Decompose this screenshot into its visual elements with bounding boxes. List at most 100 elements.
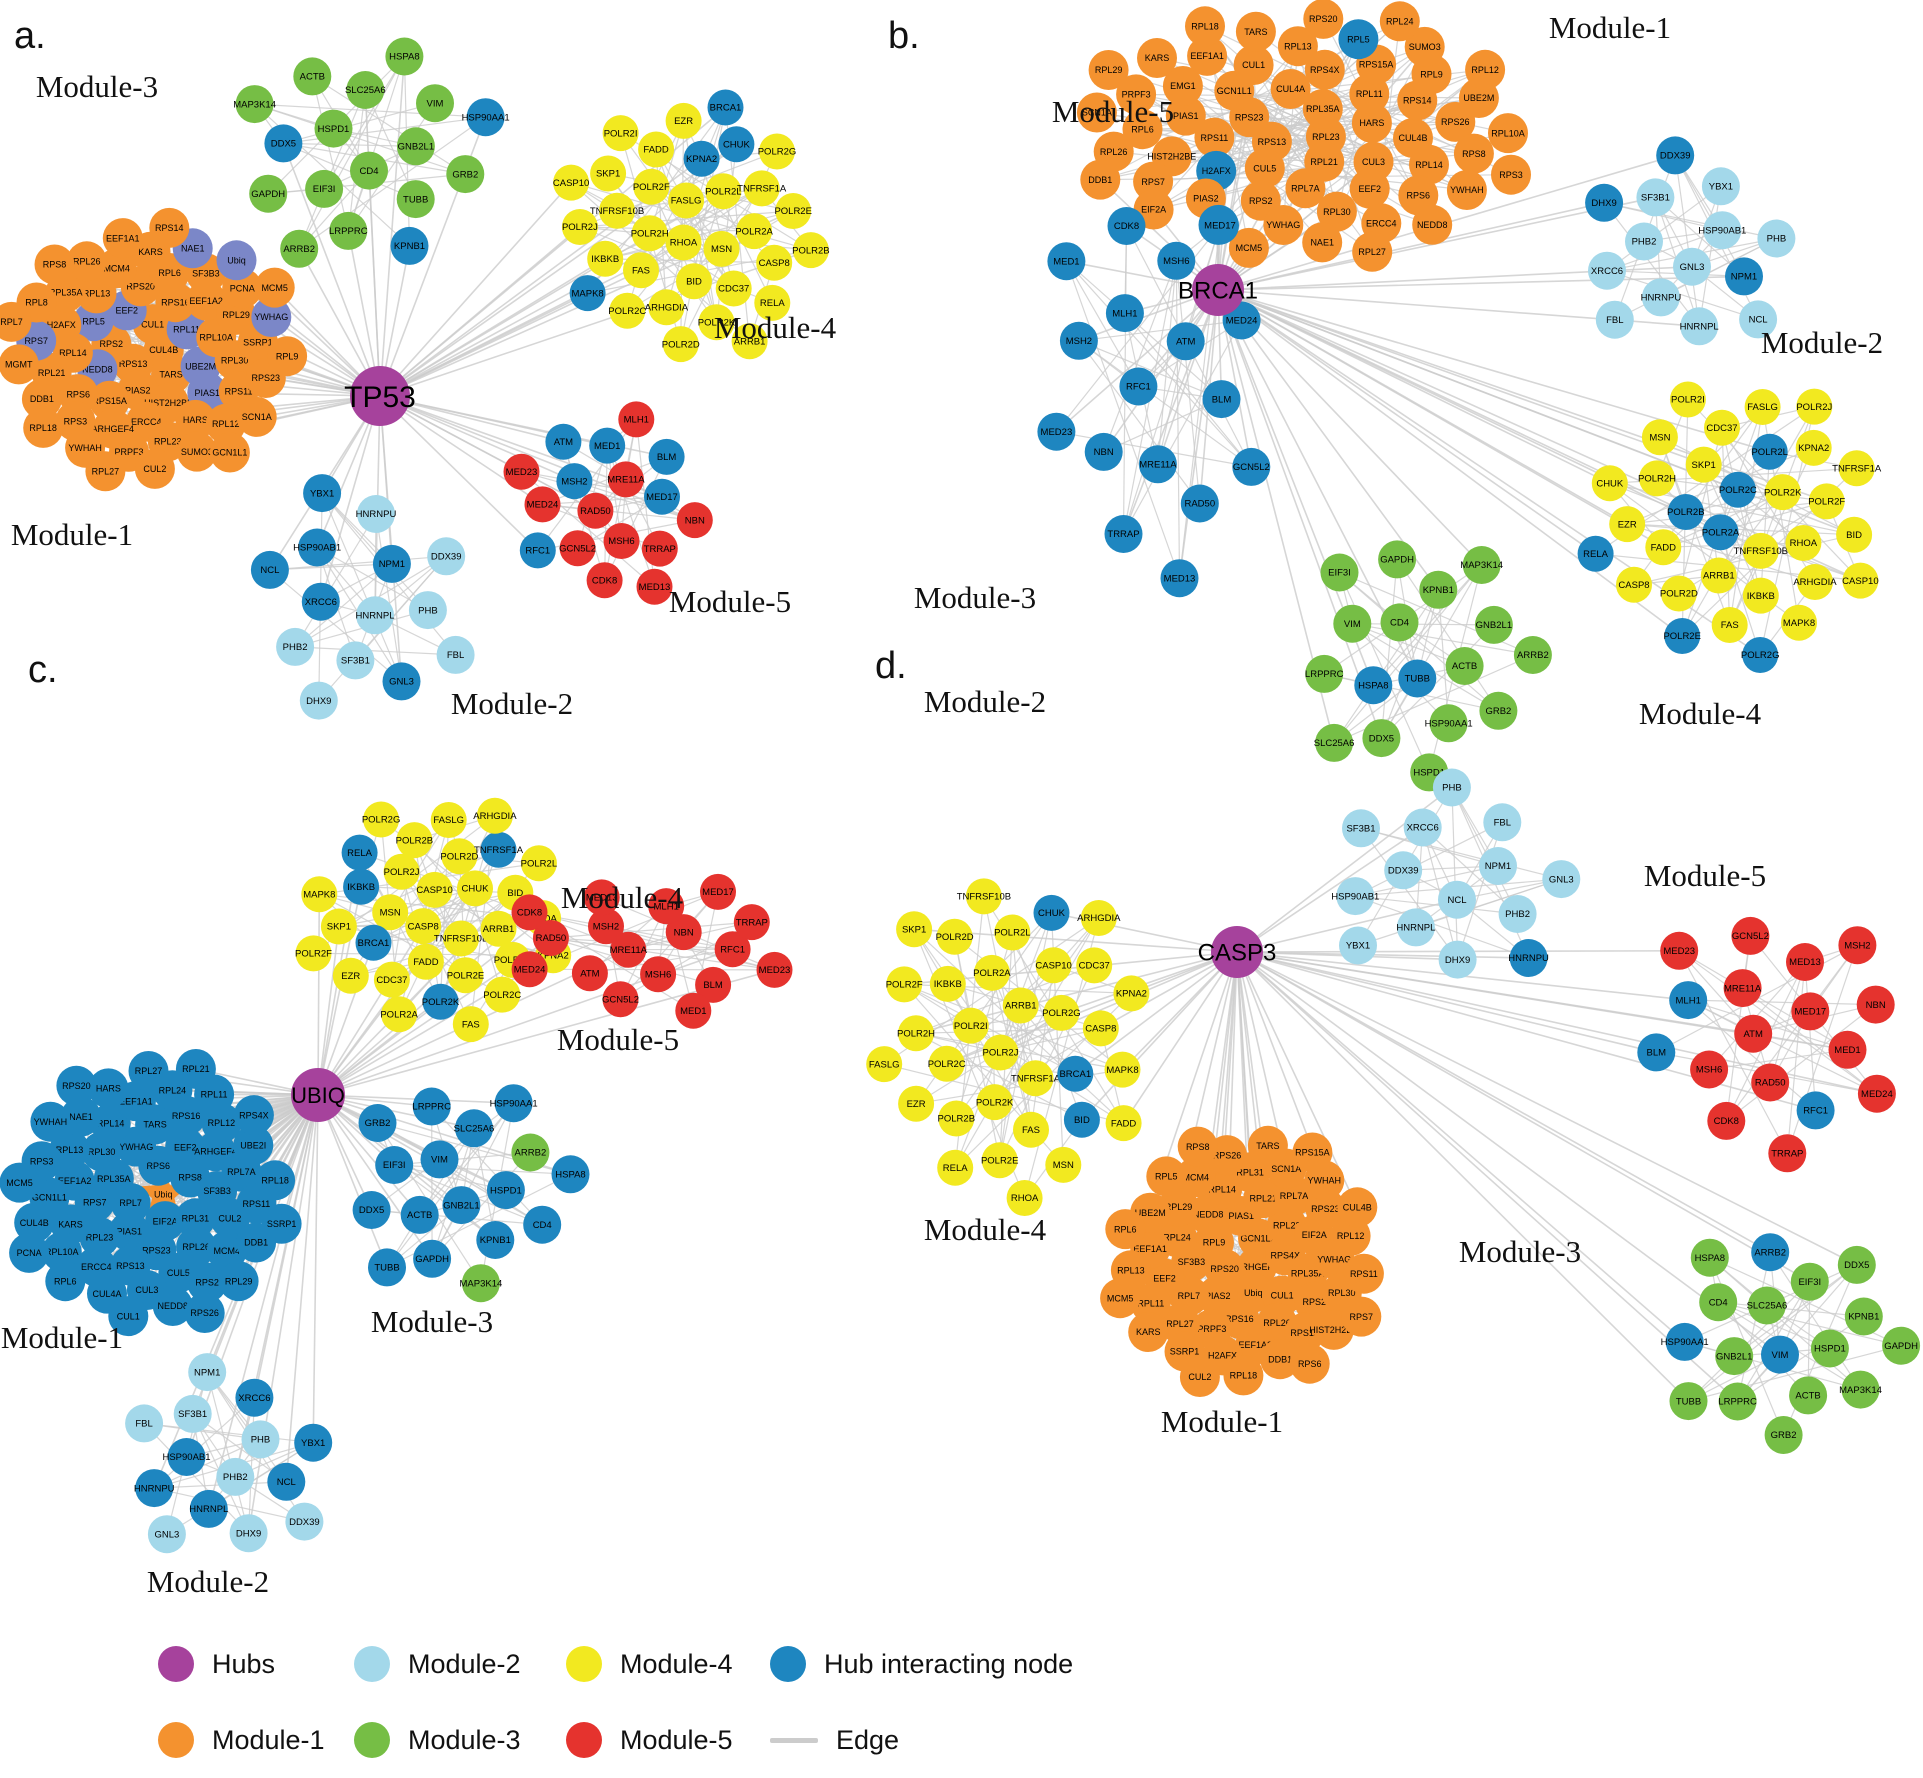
module-title-module-5: Module-5 [1052,94,1174,129]
gene-node-label: CUL2 [218,1213,241,1223]
gene-node-label: EIF3I [383,1160,406,1171]
gene-node-label: MLH1 [624,415,649,426]
gene-node-label: MRE11A [610,945,648,956]
gene-node-label: CUL4B [149,345,178,355]
gene-node-label: MCM5 [1107,1293,1134,1303]
gene-node-label: DDB1 [1268,1354,1292,1364]
gene-node-label: RPS23 [1235,112,1264,122]
gene-node-label: FASLG [433,815,464,826]
gene-node-label: NPM1 [1731,272,1757,283]
legend-label: Module-1 [212,1725,325,1756]
gene-node-label: MAPK8 [571,288,603,299]
gene-node-label: POLR2L [994,928,1030,939]
gene-node-label: NCL [1447,895,1466,906]
gene-node-label: PHB [251,1435,271,1446]
gene-node-label: TRRAP [1771,1149,1803,1160]
gene-node-label: RPS16 [161,297,190,307]
gene-node-label: CUL4A [1276,84,1305,94]
edge-line-swatch [770,1738,818,1743]
gene-node-label: SLC25A6 [1314,738,1355,749]
gene-node-label: SF3B1 [1641,193,1670,204]
gene-node-label: ARRB2 [283,244,315,255]
gene-node-label: SKP1 [596,169,620,180]
gene-node-label: GNL3 [154,1529,179,1540]
gene-node-label: MED13 [639,582,671,593]
gene-node-label: POLR2J [562,222,598,233]
gene-node-label: DHX9 [306,696,331,707]
gene-node-label: POLR2F [886,980,923,991]
gene-node-label: POLR2C [483,990,521,1001]
gene-node-label: FAS [632,265,650,276]
gene-node-label: MCM5 [261,283,288,293]
gene-node-label: POLR2J [384,867,420,878]
gene-node-label: BRCA1 [1059,1069,1091,1080]
gene-node-label: H2AFX [1202,166,1231,176]
gene-node-label: GAPDH [415,1254,449,1265]
gene-node-label: FBL [1606,315,1623,326]
gene-node-label: MED17 [1794,1007,1826,1018]
gene-node-label: MCM5 [1236,243,1263,253]
gene-node-label: PRPF3 [114,447,143,457]
gene-node-label: PCNA [17,1248,42,1258]
gene-node-label: RPL21 [182,1064,210,1074]
gene-node-label: RPL13 [83,289,111,299]
gene-node-label: RPS14 [1403,96,1432,106]
gene-node-label: TUBB [1405,674,1430,685]
gene-node-label: ATM [580,969,599,980]
gene-node-label: RPL11 [1356,89,1383,99]
gene-node-label: ERCC4 [1366,219,1397,229]
gene-node-label: HSPD1 [1814,1344,1846,1355]
gene-node-label: CD4 [1390,618,1409,629]
legend-item-edge: Edge [770,1725,1100,1756]
gene-node-label: ARRB1 [1703,571,1735,582]
gene-node-label: YBX1 [1709,182,1733,193]
gene-node-label: EZR [1618,519,1637,530]
module-title-module-4: Module-4 [561,880,684,915]
module-title-module-3: Module-3 [1459,1234,1581,1269]
gene-node-label: MED24 [1226,316,1258,327]
gene-node-label: DDX39 [1660,151,1691,162]
gene-node-label: MSH2 [1066,336,1092,347]
gene-node-label: ERCC4 [81,1262,112,1272]
gene-node-label: SLC25A6 [454,1124,495,1135]
gene-node-label: KPNA2 [1116,989,1147,1000]
gene-node-label: PHB2 [223,1472,248,1483]
gene-node-label: RPS8 [43,260,67,270]
gene-node-label: RPL7 [1178,1291,1201,1301]
gene-node-label: KARS [138,247,163,257]
gene-node-label: CHUK [1596,479,1624,490]
gene-node-label: ACTB [300,72,325,83]
legend-label: Module-3 [408,1725,521,1756]
legend-label: Hub interacting node [824,1649,1073,1680]
gene-node-label: MED17 [1204,221,1236,232]
gene-node-label: RPS7 [83,1197,107,1207]
gene-node-label: EIF3I [313,184,336,195]
gene-node-label: HIST2H2BE [1147,152,1196,162]
gene-node-label: EEF1A2 [189,296,223,306]
gene-node-label: EEF1A1 [1190,51,1224,61]
gene-node-label: FADD [1111,1118,1136,1129]
module2-color-swatch [354,1646,390,1682]
gene-node-label: PIAS1 [116,1227,142,1237]
gene-node-label: CUL1 [141,319,164,329]
gene-node-label: GNB2L1 [398,142,434,153]
gene-node-label: MCM5 [6,1178,33,1188]
gene-node-label: EEF2 [174,1142,197,1152]
gene-node-label: RPL14 [59,348,87,358]
panel-letter-c: c. [28,649,58,691]
gene-node-label: RPL9 [1420,69,1443,79]
gene-node-label: GRB2 [1771,1430,1797,1441]
gene-node-label: FADD [643,145,668,156]
module-title-module-1: Module-1 [1161,1404,1283,1439]
gene-node-label: GNL3 [389,677,414,688]
legend-label: Module-2 [408,1649,521,1680]
gene-node-label: HSP90AA1 [462,112,510,123]
gene-node-label: MRE11A [607,475,645,486]
gene-node-label: RPL18 [261,1176,289,1186]
gene-node-label: RPS3 [30,1156,54,1166]
gene-node-label: CUL5 [167,1268,190,1278]
gene-node-label: POLR2C [928,1059,966,1070]
gene-node-label: BLM [1647,1048,1667,1059]
panel-letter-d: d. [875,645,907,687]
